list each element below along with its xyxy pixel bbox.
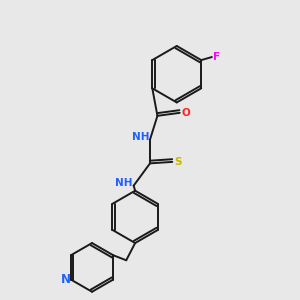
Text: NH: NH xyxy=(132,132,149,142)
Text: S: S xyxy=(174,157,181,167)
Text: N: N xyxy=(61,273,70,286)
Text: O: O xyxy=(181,108,190,118)
Text: F: F xyxy=(213,52,220,62)
Text: NH: NH xyxy=(116,178,133,188)
